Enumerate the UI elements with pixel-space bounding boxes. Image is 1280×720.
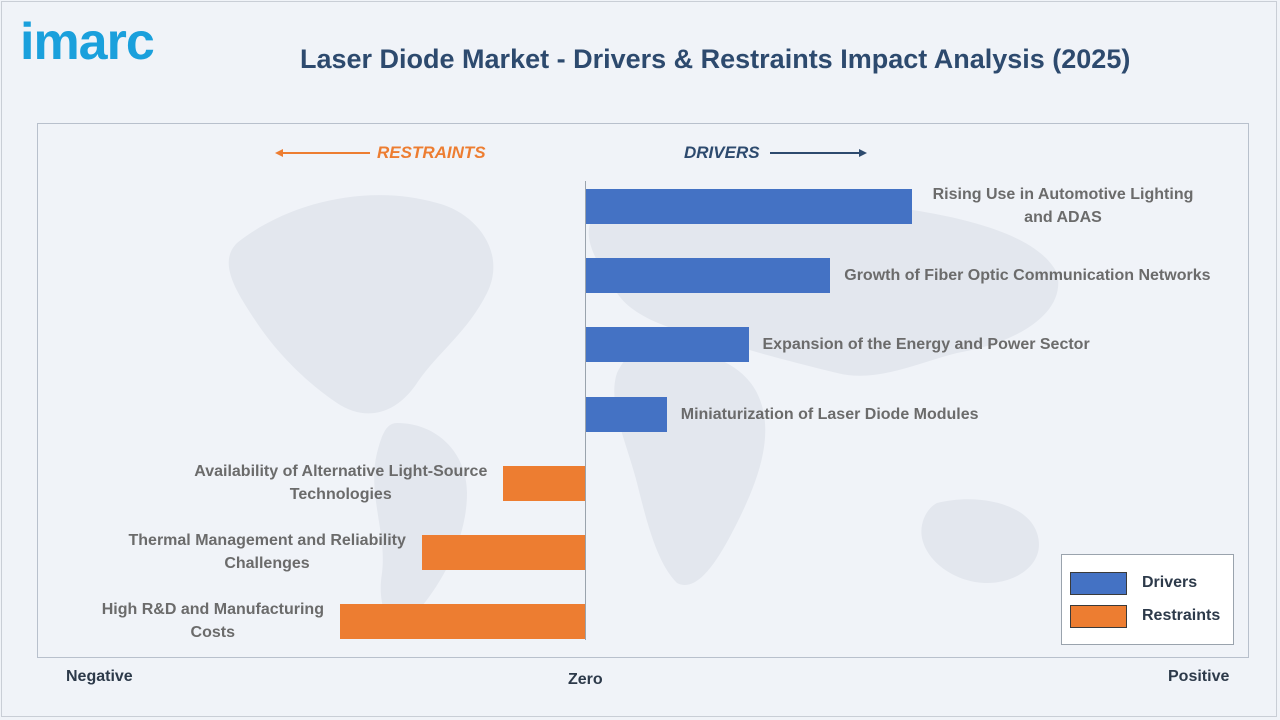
axis-label-negative: Negative (66, 668, 133, 685)
zero-axis-line (585, 181, 586, 640)
bar-category-label: Expansion of the Energy and Power Sector (762, 336, 1090, 353)
driver-bar (585, 327, 749, 362)
bar-category-label: Miniaturization of Laser Diode Modules (680, 406, 979, 423)
axis-label-positive: Positive (1168, 668, 1230, 685)
restraint-bar (503, 466, 585, 501)
bar-category-label: Rising Use in Automotive Lighting and ADA… (932, 186, 1194, 226)
chart-legend: Drivers Restraints (1061, 554, 1234, 645)
restraints-arrow-icon (275, 149, 370, 157)
restraint-bar (421, 535, 585, 570)
axis-label-zero: Zero (568, 671, 603, 688)
legend-swatch-restraints (1070, 605, 1127, 628)
bar-category-label: High R&D and Manufacturing Costs (101, 601, 324, 641)
chart-title: Laser Diode Market - Drivers & Restraint… (300, 44, 1131, 74)
restraints-direction-label: RESTRAINTS (377, 143, 486, 162)
drivers-arrow-icon (770, 149, 867, 157)
imarc-logo: imarc (20, 13, 155, 71)
bar-category-label: Thermal Management and Reliability Challe… (128, 532, 406, 572)
restraint-bar (339, 604, 585, 639)
bar-category-label: Growth of Fiber Optic Communication Netw… (844, 267, 1211, 284)
legend-label-drivers: Drivers (1142, 574, 1198, 591)
legend-label-restraints: Restraints (1142, 607, 1221, 624)
driver-bar (585, 258, 831, 293)
drivers-direction-label: DRIVERS (684, 143, 760, 162)
legend-swatch-drivers (1070, 572, 1127, 595)
driver-bar (585, 189, 912, 224)
bar-category-label: Availability of Alternative Light-Source… (194, 463, 488, 503)
driver-bar (585, 397, 667, 432)
